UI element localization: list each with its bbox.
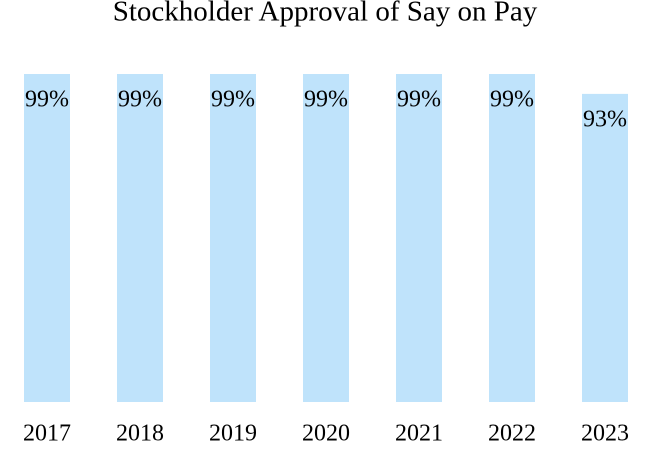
value-label: 99% xyxy=(397,87,441,113)
value-label: 99% xyxy=(304,87,348,113)
chart-title: Stockholder Approval of Say on Pay xyxy=(113,0,538,28)
bar xyxy=(303,74,349,402)
x-tick-label: 2018 xyxy=(116,421,164,447)
x-tick-label: 2023 xyxy=(581,421,629,447)
value-label: 99% xyxy=(211,87,255,113)
bar xyxy=(210,74,256,402)
value-label: 93% xyxy=(583,106,627,132)
bar xyxy=(489,74,535,402)
x-tick-label: 2017 xyxy=(23,421,71,447)
value-label: 99% xyxy=(118,87,162,113)
value-label: 99% xyxy=(490,87,534,113)
bar xyxy=(24,74,70,402)
bar xyxy=(582,93,628,402)
bar xyxy=(396,74,442,402)
x-tick-label: 2022 xyxy=(488,421,536,447)
x-tick-label: 2021 xyxy=(395,421,443,447)
x-tick-label: 2019 xyxy=(209,421,257,447)
bar xyxy=(117,74,163,402)
x-tick-label: 2020 xyxy=(302,421,350,447)
value-label: 99% xyxy=(25,87,69,113)
